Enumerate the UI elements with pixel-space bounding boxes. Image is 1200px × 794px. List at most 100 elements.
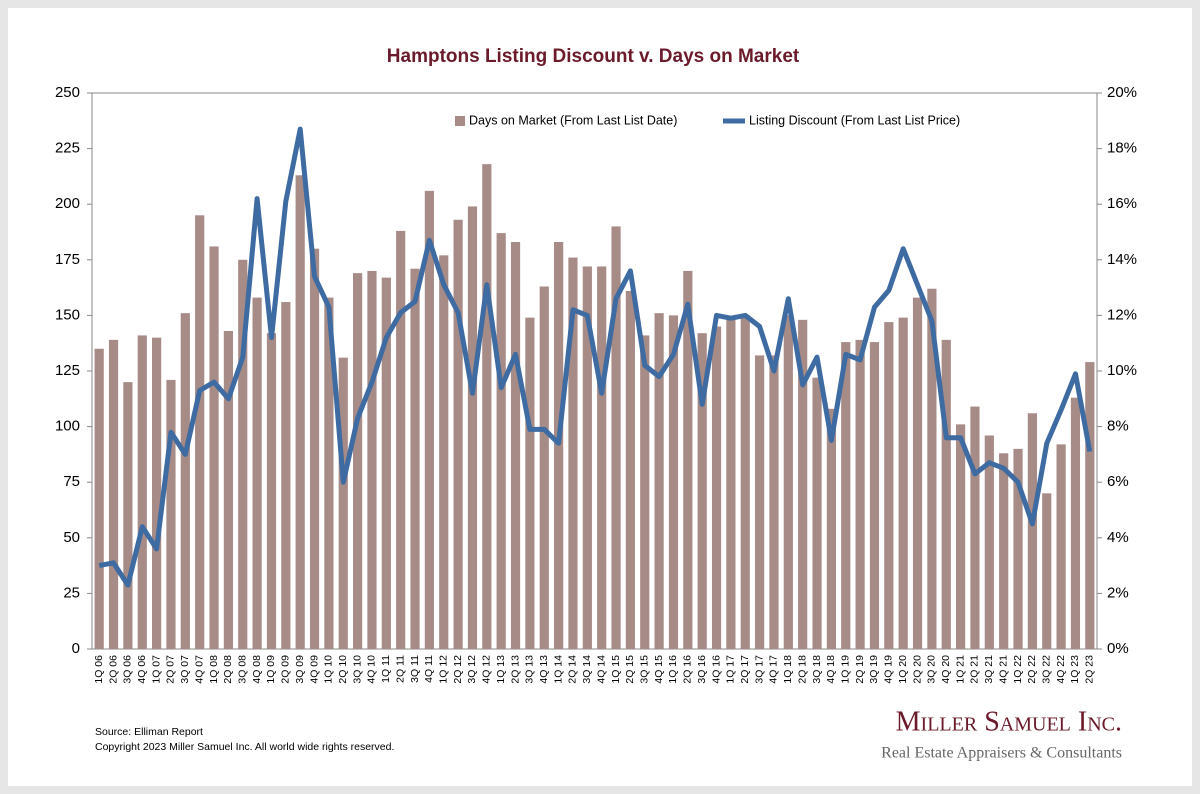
y-tick-label: 50 (63, 529, 80, 546)
x-tick-label: 3Q 09 (294, 655, 306, 684)
bar (769, 355, 779, 649)
x-tick-label: 4Q 11 (423, 655, 435, 683)
x-tick-label: 4Q 08 (251, 655, 263, 684)
x-tick-label: 3Q 18 (811, 655, 823, 684)
x-tick-label: 2Q 20 (911, 655, 923, 684)
y2-tick-label: 8% (1107, 418, 1129, 435)
bar (798, 319, 808, 649)
bar (281, 302, 291, 649)
bar (984, 435, 994, 649)
bar (1013, 448, 1023, 649)
y2-tick-label: 6% (1107, 473, 1129, 490)
bar (999, 453, 1009, 649)
x-tick-label: 2Q 08 (222, 655, 234, 684)
bar (152, 337, 162, 649)
y-tick-label: 25 (63, 584, 80, 601)
bar (123, 382, 133, 649)
bar (525, 317, 535, 649)
bar (424, 190, 434, 649)
tagline: Real Estate Appraisers & Consultants (881, 745, 1122, 762)
y2-tick-label: 10% (1107, 362, 1137, 379)
x-tick-label: 1Q 17 (725, 655, 737, 684)
bar (1070, 397, 1081, 649)
x-tick-label: 1Q 07 (150, 655, 162, 684)
x-tick-label: 1Q 14 (552, 655, 564, 684)
x-tick-label: 2Q 09 (280, 655, 292, 684)
y-tick-label: 125 (55, 362, 80, 379)
x-tick-label: 1Q 12 (438, 655, 450, 684)
bar (539, 286, 549, 649)
bar (295, 175, 305, 649)
x-tick-label: 4Q 06 (136, 655, 148, 684)
bar (668, 315, 679, 649)
x-tick-label: 2Q 18 (796, 655, 808, 684)
bar (711, 326, 722, 649)
x-tick-label: 4Q 14 (595, 655, 607, 684)
x-tick-label: 1Q 23 (1069, 655, 1081, 684)
bar (812, 377, 822, 649)
x-tick-label: 3Q 19 (868, 655, 880, 684)
x-tick-label: 2Q 19 (854, 655, 866, 684)
x-tick-label: 3Q 06 (122, 655, 134, 684)
bar (238, 259, 248, 649)
y2-tick-label: 2% (1107, 584, 1129, 601)
x-tick-label: 2Q 14 (567, 655, 579, 684)
x-tick-label: 1Q 22 (1012, 655, 1024, 684)
x-tick-label: 4Q 21 (997, 655, 1009, 684)
x-tick-label: 4Q 09 (308, 655, 320, 684)
bar (94, 348, 104, 649)
brand: Miller Samuel Inc. (896, 706, 1122, 737)
x-tick-label: 3Q 11 (409, 655, 421, 683)
bar (396, 230, 406, 649)
bar (496, 233, 506, 649)
x-tick-label: 1Q 20 (897, 655, 909, 684)
bar (266, 333, 277, 649)
bar (1027, 413, 1037, 649)
y-tick-label: 200 (55, 195, 80, 212)
x-tick-label: 4Q 22 (1055, 655, 1067, 684)
bar (108, 339, 119, 649)
bar (195, 215, 205, 649)
bar (223, 330, 233, 649)
x-tick-label: 1Q 08 (208, 655, 220, 684)
bar (697, 333, 707, 649)
source: Source: Elliman Report (95, 726, 203, 738)
x-tick-label: 2Q 10 (337, 655, 349, 684)
bar (884, 322, 894, 649)
bar (209, 246, 219, 649)
x-tick-label: 4Q 13 (538, 655, 550, 684)
x-tick-label: 4Q 12 (481, 655, 493, 684)
bar (309, 248, 320, 649)
y-tick-label: 75 (63, 473, 80, 490)
x-tick-label: 1Q 19 (840, 655, 852, 684)
x-tick-label: 1Q 09 (265, 655, 277, 684)
bar (582, 266, 592, 649)
x-tick-label: 3Q 13 (524, 655, 536, 684)
x-tick-label: 1Q 15 (610, 655, 622, 684)
line (98, 126, 1093, 588)
x-tick-label: 4Q 17 (768, 655, 780, 684)
x-tick-label: 3Q 12 (466, 655, 478, 684)
y-tick-label: 225 (55, 140, 80, 157)
y-tick-label: 150 (55, 306, 80, 323)
bar (611, 226, 621, 649)
x-tick-label: 4Q 07 (193, 655, 205, 684)
x-tick-label: 2Q 22 (1026, 655, 1038, 684)
bar (410, 268, 420, 649)
bar (970, 406, 980, 649)
bar (826, 408, 836, 649)
legend-swatch (455, 116, 465, 126)
x-tick-label: 1Q 16 (667, 655, 679, 684)
bar (510, 242, 521, 649)
bar (166, 379, 176, 649)
bar (683, 270, 693, 649)
y2-tick-label: 16% (1107, 195, 1137, 212)
bar (927, 288, 937, 649)
y-tick-label: 175 (55, 251, 80, 268)
bar (597, 266, 607, 649)
x-tick-label: 1Q 18 (782, 655, 794, 684)
bar (453, 219, 463, 649)
y2-tick-label: 18% (1107, 140, 1137, 157)
legend-label: Listing Discount (From Last List Price) (749, 113, 960, 127)
